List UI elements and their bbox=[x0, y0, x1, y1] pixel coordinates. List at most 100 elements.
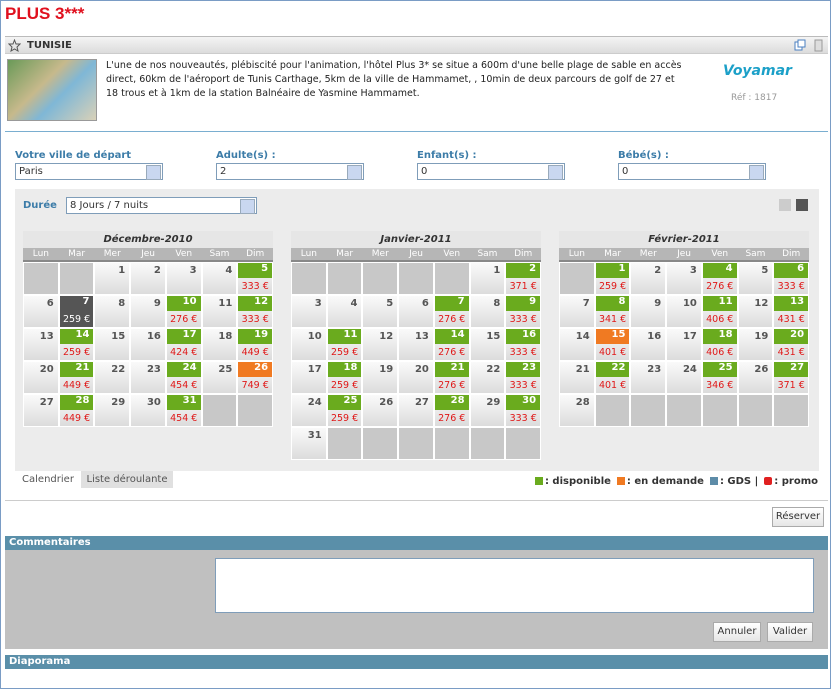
day-cell[interactable]: 21 276 € bbox=[433, 361, 470, 394]
day-cell: 30 bbox=[130, 394, 166, 427]
legend-swatch bbox=[616, 477, 625, 485]
destination: TUNISIE bbox=[27, 40, 72, 51]
day-cell[interactable]: 13 431 € bbox=[773, 295, 810, 328]
day-cell bbox=[201, 394, 238, 427]
day-cell[interactable]: 25 346 € bbox=[701, 361, 738, 394]
day-cell[interactable]: 2 371 € bbox=[505, 262, 542, 295]
day-cell bbox=[362, 262, 399, 295]
day-number: 25 bbox=[218, 364, 233, 375]
day-cell[interactable]: 28 449 € bbox=[58, 394, 95, 427]
day-cell[interactable]: 27 371 € bbox=[773, 361, 810, 394]
prev-arrow[interactable] bbox=[779, 199, 791, 211]
header-icons[interactable] bbox=[794, 39, 824, 52]
day-number: 7 bbox=[59, 296, 94, 311]
day-cell: 19 bbox=[737, 328, 774, 361]
next-arrow[interactable] bbox=[796, 199, 808, 211]
day-cell[interactable]: 16 333 € bbox=[505, 328, 542, 361]
day-number: 15 bbox=[595, 329, 630, 344]
week-row: 20 21 449 € 22 23 24 454 € 25 26 749 € bbox=[23, 361, 274, 394]
day-cell[interactable]: 5 333 € bbox=[237, 262, 274, 295]
weekday: Ven bbox=[175, 249, 193, 259]
day-cell bbox=[398, 262, 434, 295]
weekday: Mar bbox=[68, 249, 86, 259]
day-cell[interactable]: 26 749 € bbox=[237, 361, 274, 394]
submit-button[interactable]: Valider bbox=[767, 622, 813, 642]
field-select[interactable]: 0 bbox=[618, 163, 766, 180]
week-row: 17 18 259 € 19 20 21 276 € 22 23 333 € bbox=[291, 361, 542, 394]
day-price: 346 € bbox=[706, 380, 734, 391]
weekday: Ven bbox=[443, 249, 461, 259]
cancel-button[interactable]: Annuler bbox=[713, 622, 761, 642]
day-number: 26 bbox=[754, 364, 769, 375]
day-number: 11 bbox=[702, 296, 737, 311]
separator bbox=[5, 500, 828, 501]
comment-input[interactable] bbox=[215, 558, 814, 613]
day-number: 22 bbox=[486, 364, 501, 375]
day-cell[interactable]: 31 454 € bbox=[165, 394, 202, 427]
day-number: 11 bbox=[218, 298, 233, 309]
day-cell[interactable]: 18 406 € bbox=[701, 328, 738, 361]
weekday: Dim bbox=[246, 249, 265, 259]
day-cell[interactable]: 24 454 € bbox=[165, 361, 202, 394]
day-cell[interactable]: 11 259 € bbox=[326, 328, 363, 361]
day-cell[interactable]: 20 431 € bbox=[773, 328, 810, 361]
day-cell[interactable]: 22 401 € bbox=[594, 361, 631, 394]
day-cell[interactable]: 21 449 € bbox=[58, 361, 95, 394]
day-cell[interactable]: 23 333 € bbox=[505, 361, 542, 394]
tab[interactable]: Calendrier bbox=[22, 474, 74, 485]
field-select[interactable]: 2 bbox=[216, 163, 364, 180]
day-number: 18 bbox=[218, 331, 233, 342]
star-icon[interactable] bbox=[8, 39, 21, 52]
day-cell[interactable]: 1 259 € bbox=[594, 262, 631, 295]
day-cell: 20 bbox=[398, 361, 434, 394]
weekday: Dim bbox=[782, 249, 801, 259]
slideshow-title: Diaporama bbox=[9, 656, 71, 667]
day-number: 6 bbox=[46, 298, 54, 309]
book-button[interactable]: Réserver bbox=[772, 507, 824, 527]
day-cell[interactable]: 15 401 € bbox=[594, 328, 631, 361]
day-number: 17 bbox=[682, 331, 697, 342]
day-number: 24 bbox=[307, 397, 322, 408]
day-cell: 25 bbox=[201, 361, 238, 394]
day-number: 16 bbox=[647, 331, 662, 342]
day-cell bbox=[737, 394, 774, 427]
weekday: Ven bbox=[711, 249, 729, 259]
day-number: 23 bbox=[647, 364, 662, 375]
comments-title: Commentaires bbox=[9, 537, 91, 548]
day-cell: 15 bbox=[94, 328, 131, 361]
separator bbox=[5, 131, 828, 132]
day-cell[interactable]: 30 333 € bbox=[505, 394, 542, 427]
day-cell[interactable]: 12 333 € bbox=[237, 295, 274, 328]
day-cell[interactable]: 14 276 € bbox=[433, 328, 470, 361]
day-cell[interactable]: 7 259 € bbox=[58, 295, 95, 328]
day-number: 25 bbox=[327, 395, 362, 410]
day-number: 7 bbox=[434, 296, 469, 311]
day-cell[interactable]: 25 259 € bbox=[326, 394, 363, 427]
day-cell bbox=[666, 394, 702, 427]
day-cell[interactable]: 10 276 € bbox=[165, 295, 202, 328]
day-cell[interactable]: 19 449 € bbox=[237, 328, 274, 361]
day-cell[interactable]: 4 276 € bbox=[701, 262, 738, 295]
day-cell[interactable]: 7 276 € bbox=[433, 295, 470, 328]
day-cell[interactable]: 11 406 € bbox=[701, 295, 738, 328]
day-price: 276 € bbox=[438, 413, 466, 424]
day-cell[interactable]: 17 424 € bbox=[165, 328, 202, 361]
day-cell: 20 bbox=[23, 361, 59, 394]
slideshow-bar[interactable]: Diaporama bbox=[5, 655, 828, 669]
tab[interactable]: Liste déroulante bbox=[81, 471, 173, 488]
field-select[interactable]: Paris bbox=[15, 163, 163, 180]
field-select[interactable]: 0 bbox=[417, 163, 565, 180]
day-cell[interactable]: 18 259 € bbox=[326, 361, 363, 394]
day-cell[interactable]: 28 276 € bbox=[433, 394, 470, 427]
day-number: 12 bbox=[754, 298, 769, 309]
day-cell[interactable]: 9 333 € bbox=[505, 295, 542, 328]
day-price: 431 € bbox=[777, 314, 805, 325]
day-cell[interactable]: 8 341 € bbox=[594, 295, 631, 328]
comments-bar[interactable]: Commentaires bbox=[5, 536, 828, 550]
duration-select[interactable]: 8 Jours / 7 nuits bbox=[66, 197, 257, 214]
month-title: Janvier-2011 bbox=[291, 231, 541, 248]
day-cell[interactable]: 14 259 € bbox=[58, 328, 95, 361]
day-cell: 6 bbox=[398, 295, 434, 328]
day-cell[interactable]: 6 333 € bbox=[773, 262, 810, 295]
